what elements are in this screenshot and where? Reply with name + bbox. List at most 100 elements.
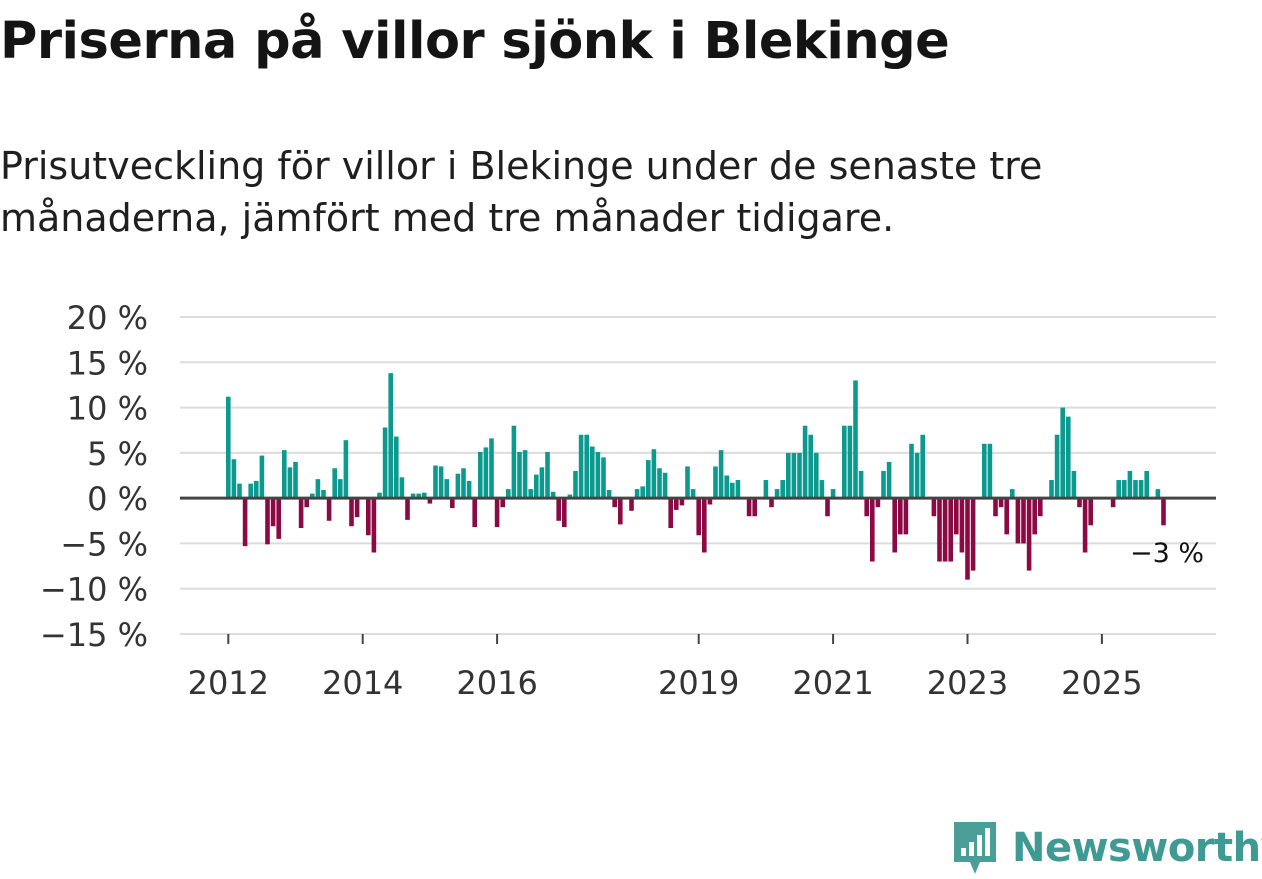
bar [1155, 489, 1161, 499]
bar [338, 479, 343, 499]
bar [797, 452, 802, 499]
bar [438, 466, 444, 499]
bar [858, 470, 864, 499]
y-tick-label: 20 % [67, 299, 148, 337]
bar [405, 498, 410, 520]
bar [920, 434, 925, 499]
bar [377, 492, 382, 499]
bar [226, 396, 231, 499]
bar [517, 451, 522, 499]
bar [366, 498, 371, 536]
bar-layer [226, 373, 1166, 580]
bar [651, 449, 657, 499]
bar [1054, 434, 1060, 499]
bar [287, 467, 293, 499]
bar [914, 452, 920, 499]
y-tick-label: −10 % [40, 571, 148, 609]
bar [819, 480, 825, 499]
bar [634, 489, 640, 499]
bar [259, 455, 265, 499]
bar [556, 498, 561, 521]
bar [371, 498, 377, 553]
bar [550, 491, 556, 499]
bar [830, 489, 836, 499]
bar [690, 489, 696, 499]
bar [959, 498, 965, 553]
bar [702, 498, 707, 553]
bar [382, 427, 388, 499]
bar [679, 498, 685, 506]
bar [1038, 498, 1043, 517]
bar [478, 451, 483, 499]
bar [573, 470, 578, 499]
bar [562, 498, 567, 528]
bar [248, 483, 253, 499]
bar [282, 450, 287, 499]
bar [674, 498, 679, 510]
bar [982, 443, 987, 499]
bar [416, 493, 421, 499]
bar [875, 498, 881, 508]
y-tick-label: −15 % [40, 616, 148, 654]
bar [970, 498, 976, 571]
bar [802, 425, 808, 499]
bar [870, 498, 875, 562]
bar [752, 498, 757, 517]
bar [730, 482, 735, 499]
bar [394, 436, 399, 499]
bar [1021, 498, 1026, 544]
bar [786, 452, 791, 499]
x-tick-label: 2012 [188, 664, 269, 702]
grid-layer [180, 316, 1216, 635]
bar [293, 461, 298, 499]
chart-subtitle: Prisutveckling för villor i Blekinge und… [0, 144, 1043, 240]
bar [388, 373, 393, 499]
bar [578, 434, 584, 499]
bar [942, 498, 948, 562]
bar [276, 498, 281, 539]
bar [965, 498, 970, 580]
brand-name: Newsworthy [1012, 825, 1262, 871]
bar [1088, 498, 1093, 526]
bar [304, 498, 309, 508]
bar [254, 480, 259, 499]
bar [343, 440, 349, 499]
bar [511, 425, 517, 499]
bar [998, 498, 1004, 508]
bar [993, 498, 998, 517]
bar [948, 498, 953, 562]
bar [231, 459, 237, 499]
bar [808, 434, 813, 499]
bar [774, 489, 780, 499]
axis-layer: 20 % 15 % 10 % 5 % 0 % −5 % −10 % −15 % 2012 2014… [40, 299, 1216, 702]
bar [696, 498, 701, 536]
newsworthy-logo-icon [954, 822, 996, 874]
x-tick-label: 2014 [322, 664, 403, 702]
bar [903, 498, 909, 535]
bar [606, 489, 612, 499]
bar [1060, 407, 1065, 499]
bar [1127, 470, 1133, 499]
bar [1144, 470, 1149, 499]
bar [668, 498, 673, 529]
bar [349, 498, 354, 527]
bar [640, 486, 645, 499]
bar [427, 498, 433, 504]
bar [422, 492, 427, 499]
bar [584, 434, 589, 499]
bar [410, 493, 416, 499]
bar [847, 425, 853, 499]
bar [489, 438, 494, 499]
bar [1066, 416, 1071, 499]
bar [1049, 480, 1054, 499]
bar [1071, 470, 1077, 499]
bar [1010, 489, 1015, 499]
bar [1015, 498, 1021, 544]
bar [601, 457, 606, 499]
y-tick-label: 15 % [67, 344, 148, 382]
bar [506, 489, 511, 499]
x-tick-label: 2021 [792, 664, 873, 702]
bar [310, 493, 315, 499]
bar [1122, 480, 1127, 499]
bar [629, 498, 634, 511]
